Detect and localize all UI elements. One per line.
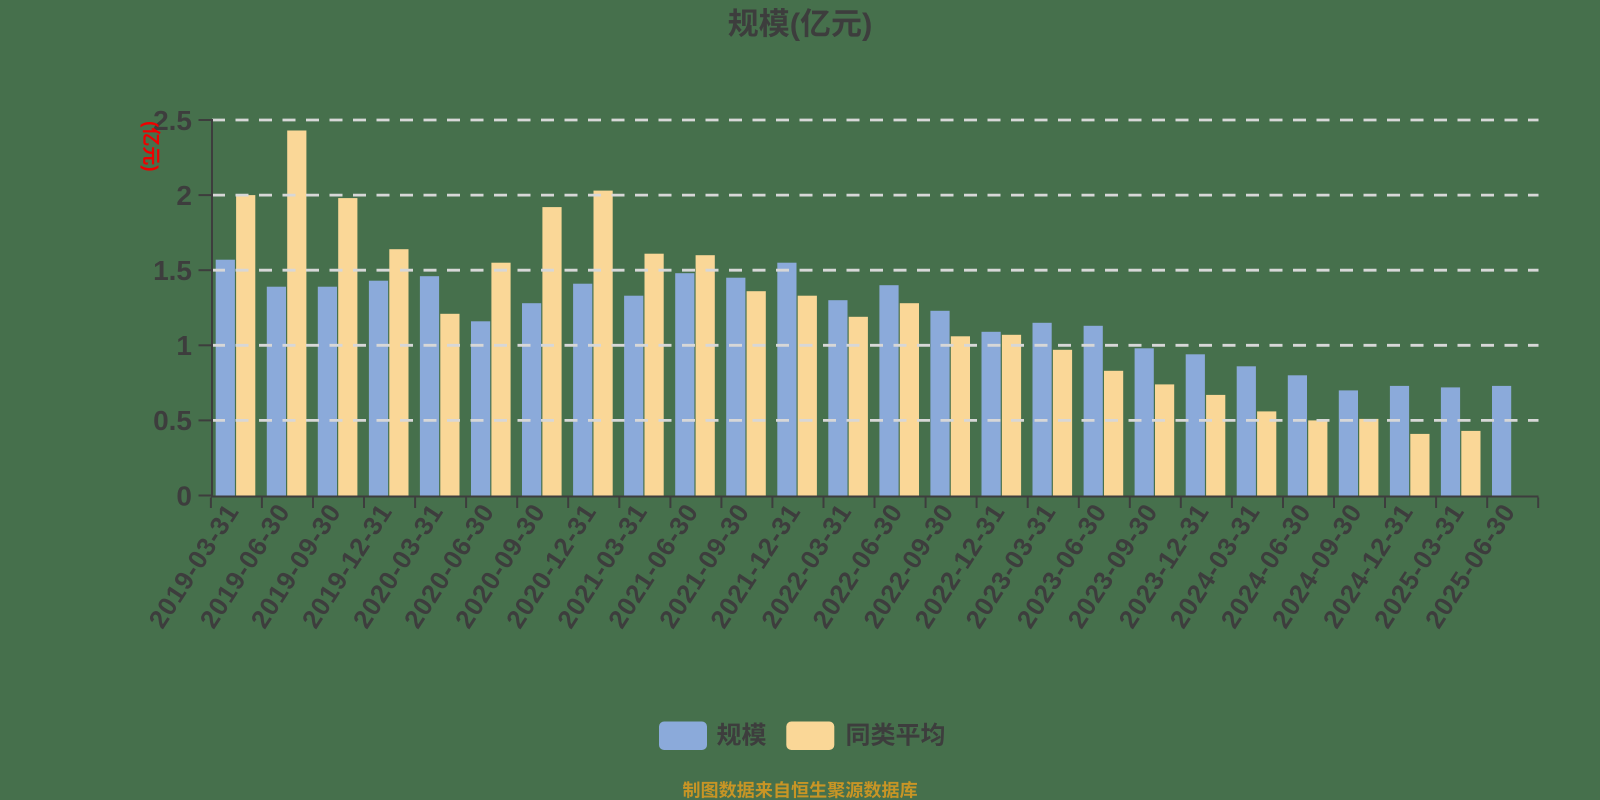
- svg-text:1: 1: [176, 330, 192, 361]
- svg-text:2.5: 2.5: [153, 105, 192, 136]
- svg-text:2: 2: [176, 180, 192, 211]
- svg-text:(: (: [140, 121, 161, 128]
- svg-text:(: (: [790, 6, 801, 41]
- svg-text:): ): [862, 6, 872, 41]
- svg-text:1.5: 1.5: [153, 255, 192, 286]
- svg-text:0.5: 0.5: [153, 405, 192, 436]
- svg-text:): ): [140, 165, 161, 171]
- svg-text:0: 0: [176, 480, 192, 511]
